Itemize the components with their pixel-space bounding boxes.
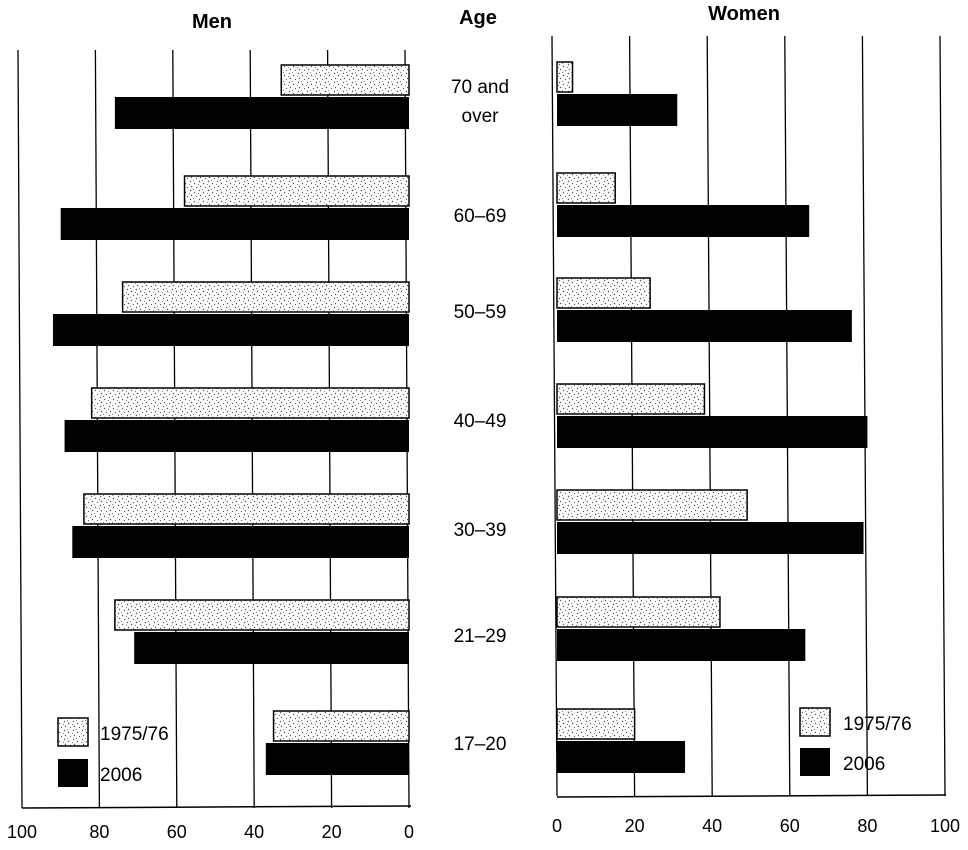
men-bar-1975 bbox=[114, 599, 410, 631]
age-label: 17–20 bbox=[454, 734, 507, 755]
age-label: 70 and bbox=[451, 77, 509, 98]
women-bar-1975 bbox=[556, 277, 651, 309]
men-bar-1975 bbox=[272, 710, 410, 742]
age-label: 30–39 bbox=[454, 520, 507, 541]
women-x-axis bbox=[556, 794, 947, 798]
men-bars bbox=[52, 64, 410, 775]
men-legend-label-2006: 2006 bbox=[100, 765, 142, 786]
women-bar-1975 bbox=[556, 596, 721, 628]
women-bar-1975 bbox=[556, 708, 636, 740]
men-legend-label-1975: 1975/76 bbox=[100, 724, 169, 745]
women-bars bbox=[556, 61, 868, 773]
men-bar-1975 bbox=[280, 64, 410, 96]
men-bar-1975 bbox=[83, 493, 410, 525]
men-bar-2006 bbox=[265, 743, 409, 775]
men-legend: 1975/76 2006 bbox=[57, 717, 169, 787]
women-tick-label: 40 bbox=[702, 816, 722, 836]
men-gridline-0 bbox=[17, 49, 23, 809]
women-bar-1975 bbox=[556, 383, 706, 415]
women-tick-label: 100 bbox=[930, 816, 960, 836]
women-tick-label: 0 bbox=[552, 816, 562, 836]
women-bar-1975 bbox=[556, 61, 574, 93]
men-tick-labels: 100 80 60 40 20 0 bbox=[7, 822, 414, 842]
men-bar-2006 bbox=[72, 526, 409, 558]
women-bar-2006 bbox=[557, 94, 678, 126]
men-bar-2006 bbox=[134, 632, 410, 664]
men-tick-label: 100 bbox=[7, 822, 37, 842]
women-title: Women bbox=[708, 3, 780, 25]
women-tick-label: 80 bbox=[857, 816, 877, 836]
men-bar-2006 bbox=[52, 314, 410, 346]
age-label: 40–49 bbox=[454, 411, 507, 432]
women-legend-swatch-1975 bbox=[799, 707, 831, 737]
age-labels: 70 and over 60–69 50–59 40–49 30–39 21–29 17–20 bbox=[451, 77, 509, 755]
men-bar-1975 bbox=[183, 175, 410, 207]
women-legend-label-2006: 2006 bbox=[843, 754, 885, 775]
women-bar-2006 bbox=[557, 310, 852, 342]
women-bar-2006 bbox=[557, 522, 864, 554]
women-bar-2006 bbox=[557, 416, 868, 448]
men-tick-label: 80 bbox=[89, 822, 109, 842]
men-tick-label: 20 bbox=[322, 822, 342, 842]
women-gridline-0 bbox=[551, 35, 558, 797]
women-tick-label: 60 bbox=[780, 816, 800, 836]
age-heading: Age bbox=[459, 7, 497, 29]
men-title: Men bbox=[192, 11, 232, 33]
women-tick-labels: 0 20 40 60 80 100 bbox=[552, 816, 960, 836]
women-legend-swatch-2006 bbox=[800, 748, 830, 776]
age-label: 60–69 bbox=[454, 206, 507, 227]
women-bar-2006 bbox=[557, 741, 686, 773]
men-legend-swatch-1975 bbox=[57, 717, 89, 747]
men-bar-2006 bbox=[114, 97, 409, 129]
age-label: over bbox=[462, 106, 500, 127]
men-tick-label: 60 bbox=[167, 822, 187, 842]
men-bar-1975 bbox=[90, 387, 410, 419]
women-gridline-5 bbox=[939, 35, 946, 797]
men-bar-2006 bbox=[60, 208, 409, 240]
women-legend-label-1975: 1975/76 bbox=[843, 714, 912, 735]
women-bar-1975 bbox=[556, 489, 748, 521]
men-legend-swatch-2006 bbox=[58, 759, 88, 787]
age-label: 50–59 bbox=[454, 302, 507, 323]
men-tick-label: 40 bbox=[244, 822, 264, 842]
women-bar-2006 bbox=[557, 205, 810, 237]
men-bar-1975 bbox=[121, 281, 410, 313]
women-legend: 1975/76 2006 bbox=[799, 707, 912, 776]
men-x-axis bbox=[21, 805, 412, 809]
women-bar-2006 bbox=[557, 629, 806, 661]
age-label: 21–29 bbox=[454, 626, 507, 647]
men-tick-label: 0 bbox=[404, 822, 414, 842]
women-bar-1975 bbox=[556, 172, 616, 204]
women-tick-label: 20 bbox=[625, 816, 645, 836]
men-bar-2006 bbox=[64, 420, 409, 452]
